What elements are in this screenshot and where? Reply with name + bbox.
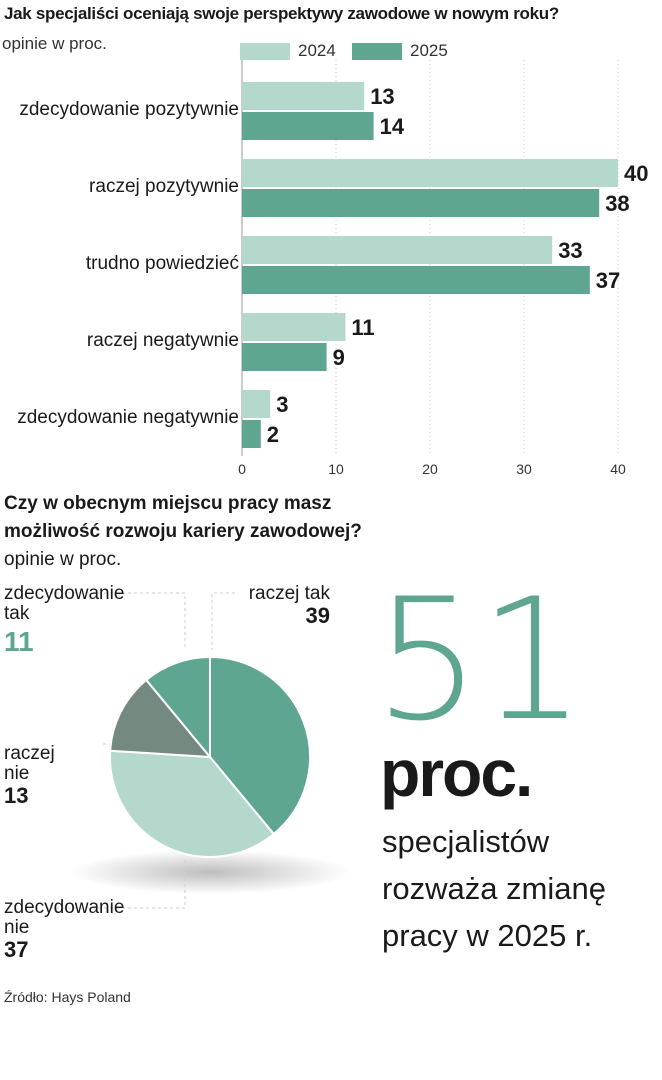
pie-chart-subtitle: opinie w proc. xyxy=(4,549,122,570)
highlight-line: pracy w 2025 r. xyxy=(382,918,593,953)
category-label: zdecydowanie negatywnie xyxy=(17,407,239,428)
category-label: raczej negatywnie xyxy=(87,330,239,351)
bar xyxy=(242,390,271,418)
pie-label-zdecydowanie-tak: zdecydowanie tak 11 xyxy=(4,584,124,658)
bar-chart-title: Jak specjaliści oceniają swoje perspekty… xyxy=(4,4,559,23)
pie-label-text: zdecydowanie xyxy=(4,583,125,604)
highlight-unit: proc. xyxy=(380,736,533,810)
bar xyxy=(242,82,365,110)
leader-line xyxy=(50,592,186,650)
leader-line xyxy=(211,592,235,650)
legend-item-2024: 2024 xyxy=(240,41,336,61)
legend-swatch-2025 xyxy=(352,42,402,60)
pie-slice xyxy=(144,655,211,760)
highlight-number: 51 xyxy=(374,562,586,758)
pie-label-text: nie xyxy=(4,763,30,784)
source-note: Źródło: Hays Poland xyxy=(4,989,131,1005)
legend-item-2025: 2025 xyxy=(352,41,448,61)
x-tick-label: 0 xyxy=(238,461,246,477)
x-tick-label: 40 xyxy=(610,461,626,477)
bar xyxy=(242,343,327,371)
pie-label-raczej-nie: raczej nie 13 xyxy=(4,744,55,808)
category-label: trudno powiedzieć xyxy=(86,253,239,274)
pie-label-text: raczej xyxy=(4,743,55,764)
category-label: raczej pozytywnie xyxy=(89,176,239,197)
data-label: 13 xyxy=(370,84,394,109)
pie-value: 13 xyxy=(4,783,29,808)
pie-label-text: zdecydowanie xyxy=(4,897,125,918)
pie-shadow xyxy=(70,850,350,894)
pie-label-text: nie xyxy=(4,917,30,938)
data-label: 2 xyxy=(267,422,279,447)
pie-chart-question: Czy w obecnym miejscu pracy masz możliwo… xyxy=(4,493,362,542)
bar xyxy=(242,236,553,264)
bar xyxy=(242,313,346,341)
bar-chart-subtitle: opinie w proc. xyxy=(2,34,107,53)
pie-label-text: raczej tak xyxy=(248,583,330,604)
x-tick-label: 20 xyxy=(422,461,438,477)
highlight-line: rozważa zmianę xyxy=(382,871,606,906)
bar xyxy=(242,112,374,140)
legend-label-2025: 2025 xyxy=(410,41,448,60)
x-tick-label: 30 xyxy=(516,461,532,477)
pie-value: 37 xyxy=(4,937,29,962)
bar xyxy=(242,159,618,187)
data-label: 14 xyxy=(380,114,405,139)
pie-chart-title: Czy w obecnym miejscu pracy masz możliwo… xyxy=(4,490,384,574)
data-label: 33 xyxy=(558,238,582,263)
pie-slice xyxy=(109,749,276,858)
pie-chart xyxy=(50,592,350,909)
pie-slice xyxy=(109,678,213,759)
pie-value: 11 xyxy=(4,626,34,657)
data-label: 3 xyxy=(276,392,288,417)
bar xyxy=(242,266,590,294)
category-label: zdecydowanie pozytywnie xyxy=(19,99,239,120)
legend-label-2024: 2024 xyxy=(298,41,336,60)
pie-label-raczej-tak: raczej tak 39 xyxy=(236,584,330,628)
bar xyxy=(242,189,600,217)
data-label: 40 xyxy=(624,161,648,186)
leader-line xyxy=(50,860,186,909)
bar xyxy=(242,420,261,448)
data-label: 37 xyxy=(596,268,620,293)
data-label: 11 xyxy=(351,315,374,340)
pie-label-zdecydowanie-nie: zdecydowanie nie 37 xyxy=(4,898,124,962)
data-label: 9 xyxy=(333,345,345,370)
pie-label-text: tak xyxy=(4,603,30,624)
highlight-description: specjalistów rozważa zmianę pracy w 2025… xyxy=(382,818,662,959)
x-tick-label: 10 xyxy=(328,461,344,477)
pie-value: 39 xyxy=(305,603,330,628)
pie-slice xyxy=(209,655,311,836)
bar-chart: 0 10 20 30 40 zdecydowanie pozytywnie 13 14 racz… xyxy=(17,60,648,477)
data-label: 38 xyxy=(605,191,629,216)
legend-swatch-2024 xyxy=(240,42,290,60)
highlight-line: specjalistów xyxy=(382,824,550,859)
